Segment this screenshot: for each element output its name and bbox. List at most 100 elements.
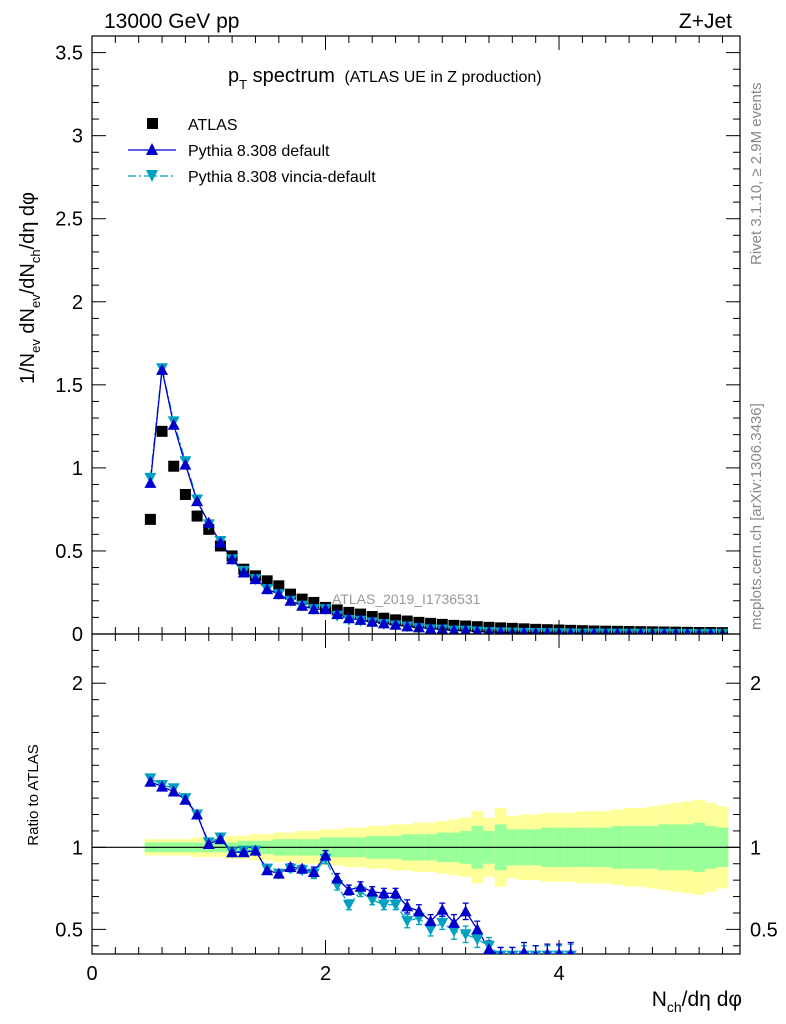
legend-marker-default [146, 143, 158, 155]
default-point [520, 626, 528, 634]
legend-label-atlas: ATLAS [188, 117, 238, 134]
default-point [424, 622, 437, 634]
atlas-point [191, 510, 203, 522]
title-detail: (ATLAS UE in Z production) [344, 69, 541, 86]
atlas-point [308, 596, 320, 608]
atlas-point [144, 513, 156, 525]
xlabel-part-2: /dη dφ [682, 988, 742, 1011]
default-ratio-point [555, 948, 563, 954]
default-ratio-point [519, 946, 529, 954]
default-point [567, 627, 575, 634]
default-ratio-point [354, 880, 367, 892]
main-y-tick-label: 1 [72, 458, 83, 480]
atlas-point [261, 575, 273, 587]
vincia-ratio-point [342, 899, 355, 911]
ratio-y-tick-label-left: 1 [72, 837, 83, 859]
main-y-tick-label: 3 [72, 126, 83, 148]
default-ratio-point [167, 785, 180, 797]
ratio-plot-area [144, 773, 577, 954]
ratio-y-axis-title: Ratio to ATLAS [25, 744, 42, 845]
default-point [684, 627, 691, 634]
ratio-y-tick-label-left: 2 [72, 673, 83, 695]
default-ratio-point [366, 885, 379, 897]
header-energy: 13000 GeV pp [104, 10, 239, 33]
default-point [613, 627, 621, 634]
ylabel-part-3: ev [28, 294, 43, 308]
default-point [472, 625, 483, 634]
default-ratio-point [319, 849, 332, 861]
default-ratio-point [237, 846, 250, 858]
default-point [202, 516, 215, 528]
default-point [496, 626, 505, 634]
ratio-y-tick-label-right: 2 [750, 673, 761, 695]
x-tick-label: 4 [553, 963, 564, 985]
default-ratio-point [331, 872, 344, 884]
default-ratio-point [401, 900, 414, 912]
default-point [167, 418, 180, 430]
default-point [590, 627, 598, 634]
default-point [412, 621, 425, 633]
default-point [543, 627, 552, 634]
vincia-ratio-point [377, 899, 390, 911]
default-ratio-point [498, 949, 504, 954]
default-point [637, 627, 645, 634]
title-main-rest: spectrum [247, 65, 335, 87]
default-point [707, 627, 715, 634]
default-point [249, 573, 262, 585]
default-point [261, 583, 274, 595]
default-ratio-point [191, 808, 204, 820]
ylabel-part-0: 1/N [17, 353, 39, 384]
default-ratio-point [509, 949, 515, 954]
plot-title: pT spectrum (ATLAS UE in Z production) [228, 65, 542, 92]
default-ratio-point [544, 948, 551, 954]
ratio-y-tick-label-right: 1 [750, 837, 761, 859]
atlas-point [284, 588, 296, 600]
main-y-tick-label: 0 [72, 624, 83, 646]
default-point [214, 536, 227, 548]
legend-label-default: Pythia 8.308 default [188, 143, 330, 160]
ylabel-part-4: /dN [17, 263, 39, 294]
legend: ATLAS Pythia 8.308 default Pythia 8.308 … [128, 117, 376, 186]
default-point [366, 615, 379, 627]
ylabel-part-1: ev [28, 339, 43, 353]
default-point [354, 613, 367, 625]
default-ratio-point [272, 867, 285, 879]
default-point [272, 588, 285, 600]
default-ratio-point [342, 884, 355, 895]
main-y-axis-title: 1/Nev dNev/dNch/dη dφ [17, 192, 43, 384]
main-y-tick-label: 2.5 [55, 209, 83, 231]
default-ratio-point [284, 861, 297, 873]
atlas-point [179, 488, 191, 500]
mcplots-label: mcplots.cern.ch [arXiv:1306.3436] [748, 403, 765, 630]
default-ratio-point [261, 864, 274, 876]
ratio-panel: 0 2 4 0.5 0.5 1 1 2 2 [55, 36, 778, 985]
default-ratio-point [296, 862, 309, 874]
xlabel-part-1: ch [667, 999, 682, 1015]
ylabel-part-5: ch [28, 249, 43, 263]
x-axis-title: Nch/dη dφ [652, 988, 742, 1015]
ratio-y-tick-label-left: 0.5 [55, 919, 83, 941]
default-ratio-point [226, 846, 239, 858]
header-process: Z+Jet [679, 10, 732, 33]
xlabel-part-0: N [652, 988, 667, 1011]
default-ratio-point [214, 833, 227, 845]
default-ratio-point [377, 887, 390, 899]
main-y-tick-label: 3.5 [55, 43, 83, 65]
default-point [284, 594, 297, 606]
default-point [307, 603, 320, 615]
default-point [401, 620, 414, 632]
default-ratio-point [144, 775, 157, 787]
default-ratio-point [436, 903, 449, 915]
default-ratio-point [447, 916, 460, 928]
default-point [319, 603, 332, 615]
ratio-y-tick-label-right: 0.5 [750, 919, 778, 941]
vincia-ratio-point [424, 924, 437, 936]
legend-marker-vincia [146, 170, 158, 182]
vincia-ratio-point [471, 934, 484, 946]
analysis-watermark: ATLAS_2019_I1736531 [332, 591, 481, 607]
vincia-ratio-point [389, 899, 402, 911]
rivet-label: Rivet 3.1.10, ≥ 2.9M events [748, 83, 765, 266]
default-ratio-point [179, 793, 192, 805]
default-ratio-point [567, 948, 574, 954]
